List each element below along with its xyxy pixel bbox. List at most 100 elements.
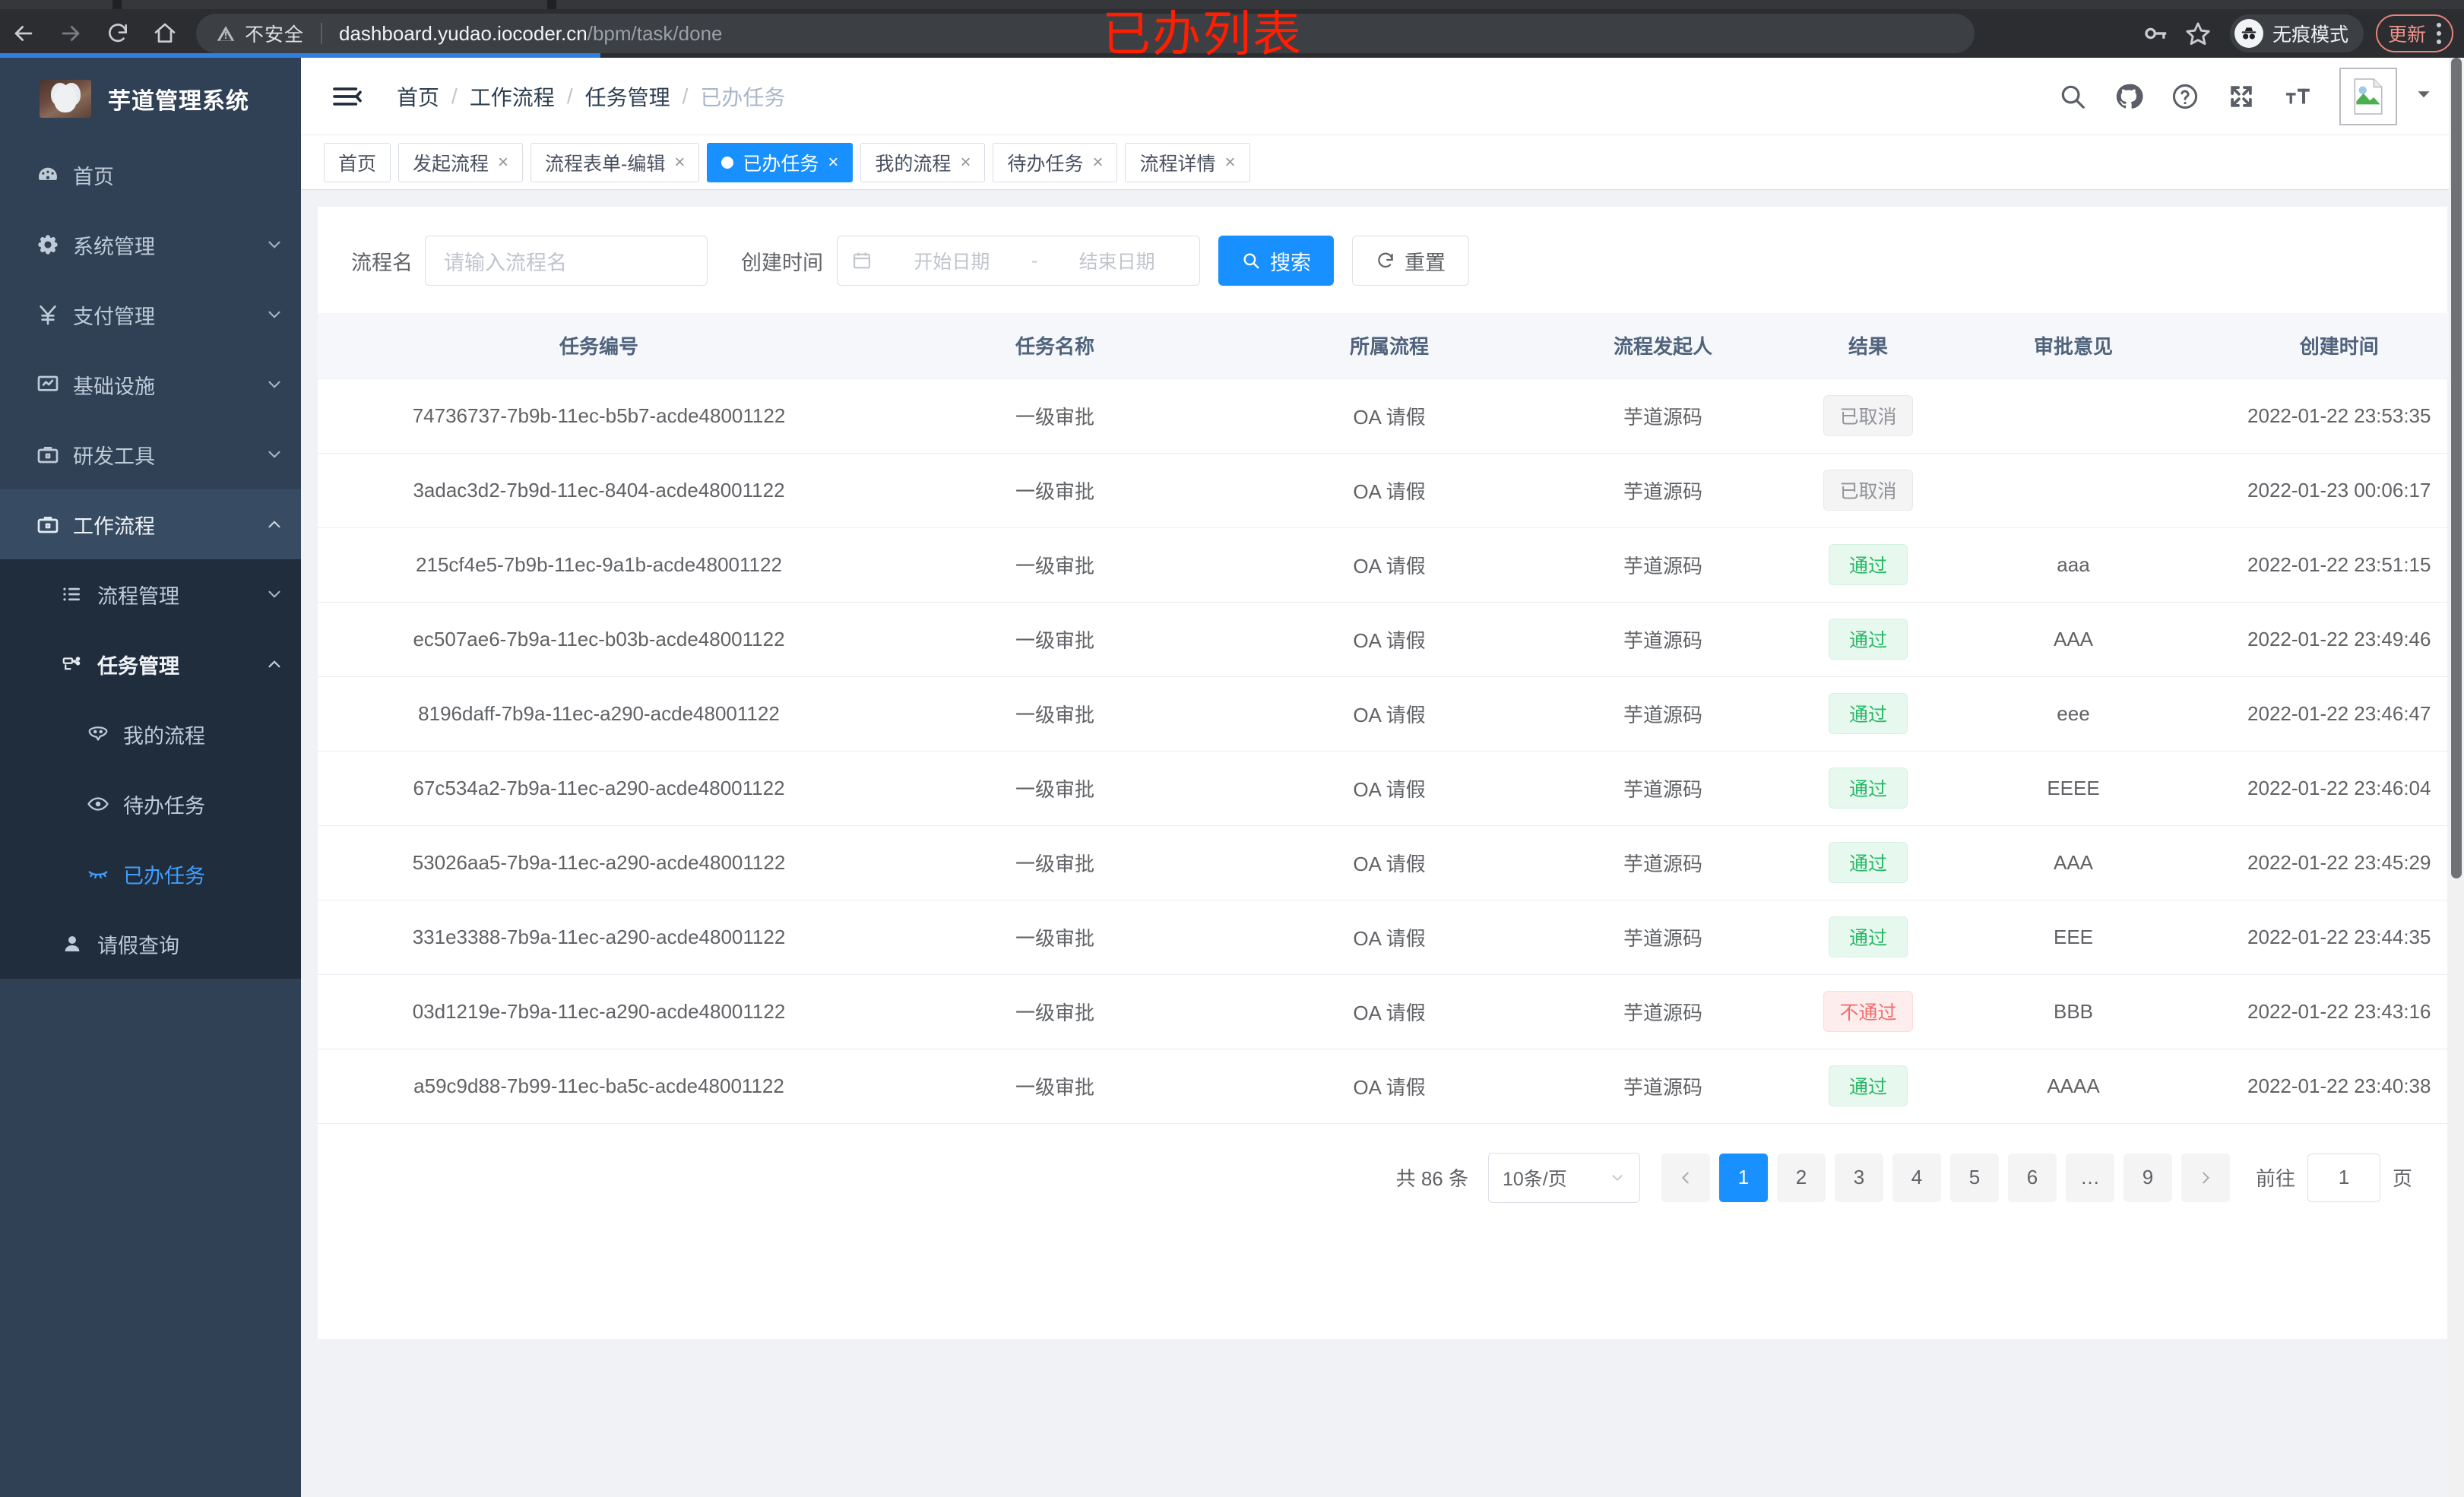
briefcase-icon <box>23 442 73 467</box>
next-page-button[interactable] <box>2181 1153 2230 1202</box>
tab-label: 首页 <box>338 153 377 175</box>
cell-task-name: 一级审批 <box>880 527 1230 603</box>
tab-done-task[interactable]: 已办任务 × <box>707 142 854 182</box>
create-time-range-picker[interactable]: 开始日期 - 结束日期 <box>837 236 1200 286</box>
close-icon[interactable]: × <box>1092 151 1104 172</box>
sidebar-item-label: 基础设施 <box>73 375 155 398</box>
sidebar-item-workflow[interactable]: 工作流程 <box>0 489 301 559</box>
cell-initiator: 芋道源码 <box>1549 751 1777 826</box>
page-number-button[interactable]: 2 <box>1776 1153 1826 1202</box>
caret-down-icon[interactable] <box>2414 84 2434 108</box>
cell-task-name: 一级审批 <box>880 676 1230 752</box>
avatar[interactable] <box>2339 67 2397 125</box>
search-button[interactable]: 搜索 <box>1218 236 1334 286</box>
page-size-select[interactable]: 10条/页 <box>1487 1152 1640 1203</box>
back-arrow-icon[interactable] <box>0 10 47 57</box>
home-icon[interactable] <box>141 10 188 57</box>
sidebar-item-home[interactable]: 首页 <box>0 140 301 210</box>
address-bar[interactable]: 不安全 dashboard.yudao.iocoder.cn/bpm/task/… <box>196 14 1975 53</box>
page-number-button[interactable]: 3 <box>1834 1153 1883 1202</box>
tab-my-process[interactable]: 我的流程 × <box>860 142 986 182</box>
help-circle-icon[interactable] <box>2157 68 2213 125</box>
sidebar-item-process-mgmt[interactable]: 流程管理 <box>0 559 301 629</box>
chat-icon <box>73 723 123 745</box>
close-icon[interactable]: × <box>674 151 686 172</box>
page-number-button[interactable]: 4 <box>1892 1153 1941 1202</box>
browser-tab[interactable] <box>556 0 2464 9</box>
star-icon[interactable] <box>2177 12 2219 55</box>
cell-process: OA 请假 <box>1230 974 1549 1049</box>
sidebar-item-system[interactable]: 系统管理 <box>0 210 301 280</box>
tab-process-form-edit[interactable]: 流程表单-编辑 × <box>530 142 700 182</box>
refresh-icon <box>1376 251 1395 271</box>
key-icon[interactable] <box>2134 12 2177 55</box>
sidebar-item-todo-task[interactable]: 待办任务 <box>0 769 301 839</box>
browser-tabstrip[interactable] <box>0 0 2464 9</box>
sidebar-item-task-mgmt[interactable]: 任务管理 <box>0 629 301 699</box>
annotation-text: 已办列表 <box>1102 7 1303 63</box>
result-badge: 通过 <box>1829 619 1908 660</box>
cell-task-id: ec507ae6-7b9a-11ec-b03b-acde48001122 <box>318 602 880 677</box>
column-header-result: 结果 <box>1777 313 1959 379</box>
cell-result: 通过 <box>1777 751 1959 826</box>
close-icon[interactable]: × <box>498 151 509 172</box>
page-ellipsis[interactable]: … <box>2065 1153 2114 1202</box>
page-number-button[interactable]: 1 <box>1718 1153 1768 1202</box>
cell-created: 2022-01-23 00:06:17 <box>2187 453 2464 528</box>
page-number-button[interactable]: 6 <box>2007 1153 2057 1202</box>
tab-home[interactable]: 首页 <box>324 142 391 182</box>
breadcrumb-item-task-mgmt[interactable]: 任务管理 <box>584 85 670 109</box>
reset-button[interactable]: 重置 <box>1352 236 1469 286</box>
sidebar-item-leave-query[interactable]: 请假查询 <box>0 909 301 979</box>
sidebar-item-infra[interactable]: 基础设施 <box>0 350 301 419</box>
kebab-menu-icon[interactable] <box>2437 23 2441 44</box>
github-icon[interactable] <box>2101 68 2157 125</box>
breadcrumb: 首页 / 工作流程 / 任务管理 / 已办任务 <box>397 81 785 112</box>
close-icon[interactable]: × <box>960 151 971 172</box>
cell-result: 通过 <box>1777 825 1959 900</box>
sidebar-item-my-process[interactable]: 我的流程 <box>0 699 301 769</box>
reset-button-label: 重置 <box>1405 251 1446 274</box>
browser-tab[interactable] <box>122 0 547 9</box>
page-number-button[interactable]: 9 <box>2123 1153 2172 1202</box>
cell-created: 2022-01-22 23:49:46 <box>2187 602 2464 677</box>
cell-initiator: 芋道源码 <box>1549 527 1777 603</box>
cell-comment: AAA <box>1959 602 2187 677</box>
forward-arrow-icon[interactable] <box>47 10 94 57</box>
tab-process-detail[interactable]: 流程详情 × <box>1125 142 1250 182</box>
chevron-down-icon <box>248 375 301 394</box>
breadcrumb-item-workflow[interactable]: 工作流程 <box>469 85 555 109</box>
breadcrumb-item-home[interactable]: 首页 <box>397 85 440 109</box>
page-scrollbar[interactable] <box>2449 58 2464 1497</box>
close-icon[interactable]: × <box>828 151 839 172</box>
cell-task-id: 215cf4e5-7b9b-11ec-9a1b-acde48001122 <box>318 527 880 603</box>
cell-comment: AAAA <box>1959 1049 2187 1124</box>
user-icon <box>47 932 97 955</box>
font-size-icon[interactable] <box>2269 68 2326 125</box>
scrollbar-thumb[interactable] <box>2451 58 2462 878</box>
search-icon[interactable] <box>2044 68 2101 125</box>
brand[interactable]: 芋道管理系统 <box>0 58 301 140</box>
update-button[interactable]: 更新 <box>2375 14 2453 52</box>
sidebar-item-label: 已办任务 <box>123 864 205 888</box>
incognito-indicator[interactable]: 无痕模式 <box>2229 14 2364 52</box>
cell-initiator: 芋道源码 <box>1549 676 1777 752</box>
sidebar-submenu-workflow: 流程管理 任务管理 我的流程 <box>0 559 301 979</box>
reload-icon[interactable] <box>94 10 141 57</box>
close-icon[interactable]: × <box>1224 151 1236 172</box>
sidebar-item-pay[interactable]: 支付管理 <box>0 280 301 350</box>
prev-page-button[interactable] <box>1661 1153 1710 1202</box>
page-number-button[interactable]: 5 <box>1949 1153 1999 1202</box>
sidebar-item-devtools[interactable]: 研发工具 <box>0 419 301 489</box>
process-name-input[interactable]: 请输入流程名 <box>425 236 708 286</box>
jump-page-input[interactable]: 1 <box>2307 1153 2380 1202</box>
tab-todo-task[interactable]: 待办任务 × <box>993 142 1118 182</box>
cell-result: 通过 <box>1777 900 1959 975</box>
cell-task-id: 67c534a2-7b9a-11ec-a290-acde48001122 <box>318 751 880 826</box>
fullscreen-icon[interactable] <box>2213 68 2269 125</box>
sidebar-item-done-task[interactable]: 已办任务 <box>0 839 301 909</box>
browser-tab[interactable] <box>0 0 112 9</box>
hamburger-icon[interactable] <box>331 81 363 112</box>
tab-start-process[interactable]: 发起流程 × <box>398 142 524 182</box>
avatar-image-icon <box>2354 78 2383 115</box>
